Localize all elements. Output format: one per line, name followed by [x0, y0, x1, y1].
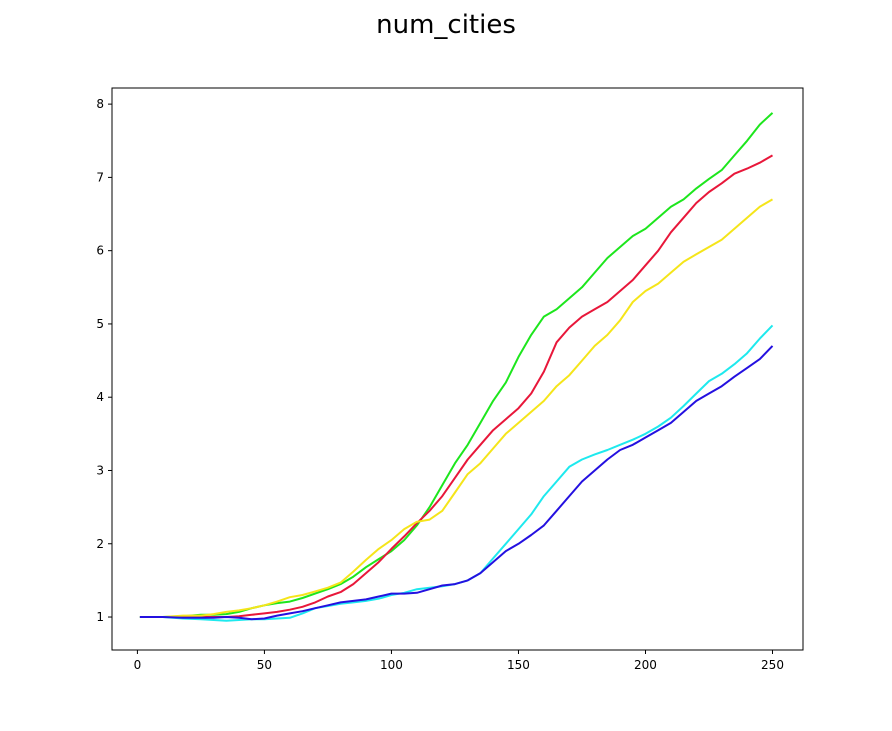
x-axis: 0 50 100 150 200 250: [134, 650, 784, 672]
y-tick-label: 3: [96, 463, 104, 477]
series-layer: [139, 112, 774, 622]
x-tick-label: 50: [257, 658, 272, 672]
series-line-1: [139, 112, 774, 618]
series-line-3: [139, 198, 773, 618]
x-tick-label: 0: [134, 658, 142, 672]
series-line-5: [139, 345, 774, 621]
y-tick-label: 2: [96, 537, 104, 551]
y-tick-label: 6: [96, 244, 104, 258]
x-tick-label: 100: [380, 658, 403, 672]
plot-frame: [111, 87, 804, 651]
x-tick-label: 250: [761, 658, 784, 672]
series-line-4: [139, 324, 774, 622]
y-tick-label: 8: [96, 97, 104, 111]
y-tick-label: 4: [96, 390, 104, 404]
chart-title: num_cities: [376, 10, 516, 40]
x-tick-label: 200: [634, 658, 657, 672]
y-tick-label: 7: [96, 170, 104, 184]
y-tick-label: 1: [96, 610, 104, 624]
x-tick-label: 150: [507, 658, 530, 672]
y-axis: 1 2 3 4 5 6 7 8: [96, 97, 112, 624]
y-tick-label: 5: [96, 317, 104, 331]
series-line-2: [139, 154, 773, 618]
